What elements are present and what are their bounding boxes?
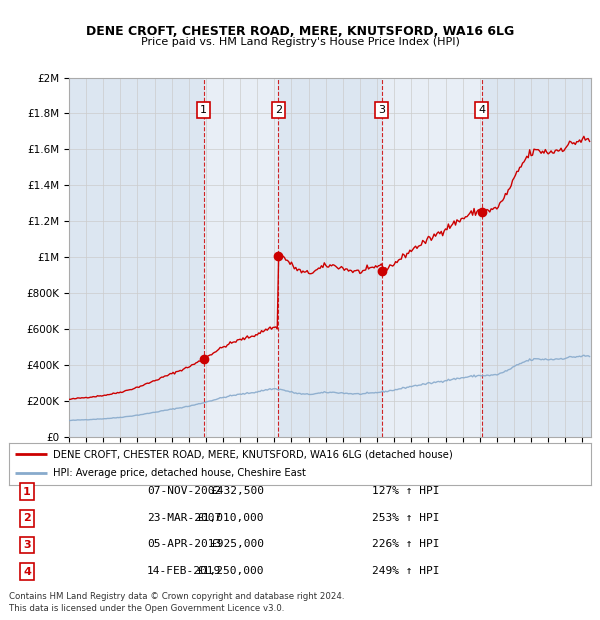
Text: 127% ↑ HPI: 127% ↑ HPI: [372, 486, 439, 496]
Text: £1,010,000: £1,010,000: [197, 513, 264, 523]
Text: 2: 2: [23, 513, 31, 523]
Text: 226% ↑ HPI: 226% ↑ HPI: [372, 539, 439, 549]
Bar: [482, 78, 591, 437]
Text: 4: 4: [478, 105, 485, 115]
Bar: [203, 78, 278, 437]
Text: 23-MAR-2007: 23-MAR-2007: [147, 513, 221, 523]
Text: 14-FEB-2019: 14-FEB-2019: [147, 566, 221, 576]
Text: HPI: Average price, detached house, Cheshire East: HPI: Average price, detached house, Ches…: [53, 469, 305, 479]
Text: DENE CROFT, CHESTER ROAD, MERE, KNUTSFORD, WA16 6LG (detached house): DENE CROFT, CHESTER ROAD, MERE, KNUTSFOR…: [53, 449, 452, 459]
Text: 253% ↑ HPI: 253% ↑ HPI: [372, 513, 439, 523]
Text: £432,500: £432,500: [210, 486, 264, 496]
Text: 4: 4: [23, 567, 31, 577]
Text: £1,250,000: £1,250,000: [197, 566, 264, 576]
Text: 249% ↑ HPI: 249% ↑ HPI: [372, 566, 439, 576]
Bar: [382, 78, 482, 437]
Text: 3: 3: [378, 105, 385, 115]
Text: 3: 3: [23, 540, 31, 550]
Bar: [69, 78, 203, 437]
Text: Contains HM Land Registry data © Crown copyright and database right 2024.: Contains HM Land Registry data © Crown c…: [9, 592, 344, 601]
Text: 1: 1: [200, 105, 207, 115]
Bar: [278, 78, 382, 437]
Text: 1: 1: [23, 487, 31, 497]
Text: Price paid vs. HM Land Registry's House Price Index (HPI): Price paid vs. HM Land Registry's House …: [140, 37, 460, 47]
Text: £925,000: £925,000: [210, 539, 264, 549]
Text: 2: 2: [275, 105, 282, 115]
Text: This data is licensed under the Open Government Licence v3.0.: This data is licensed under the Open Gov…: [9, 603, 284, 613]
Text: 07-NOV-2002: 07-NOV-2002: [147, 486, 221, 496]
Text: DENE CROFT, CHESTER ROAD, MERE, KNUTSFORD, WA16 6LG: DENE CROFT, CHESTER ROAD, MERE, KNUTSFOR…: [86, 25, 514, 38]
Text: 05-APR-2013: 05-APR-2013: [147, 539, 221, 549]
